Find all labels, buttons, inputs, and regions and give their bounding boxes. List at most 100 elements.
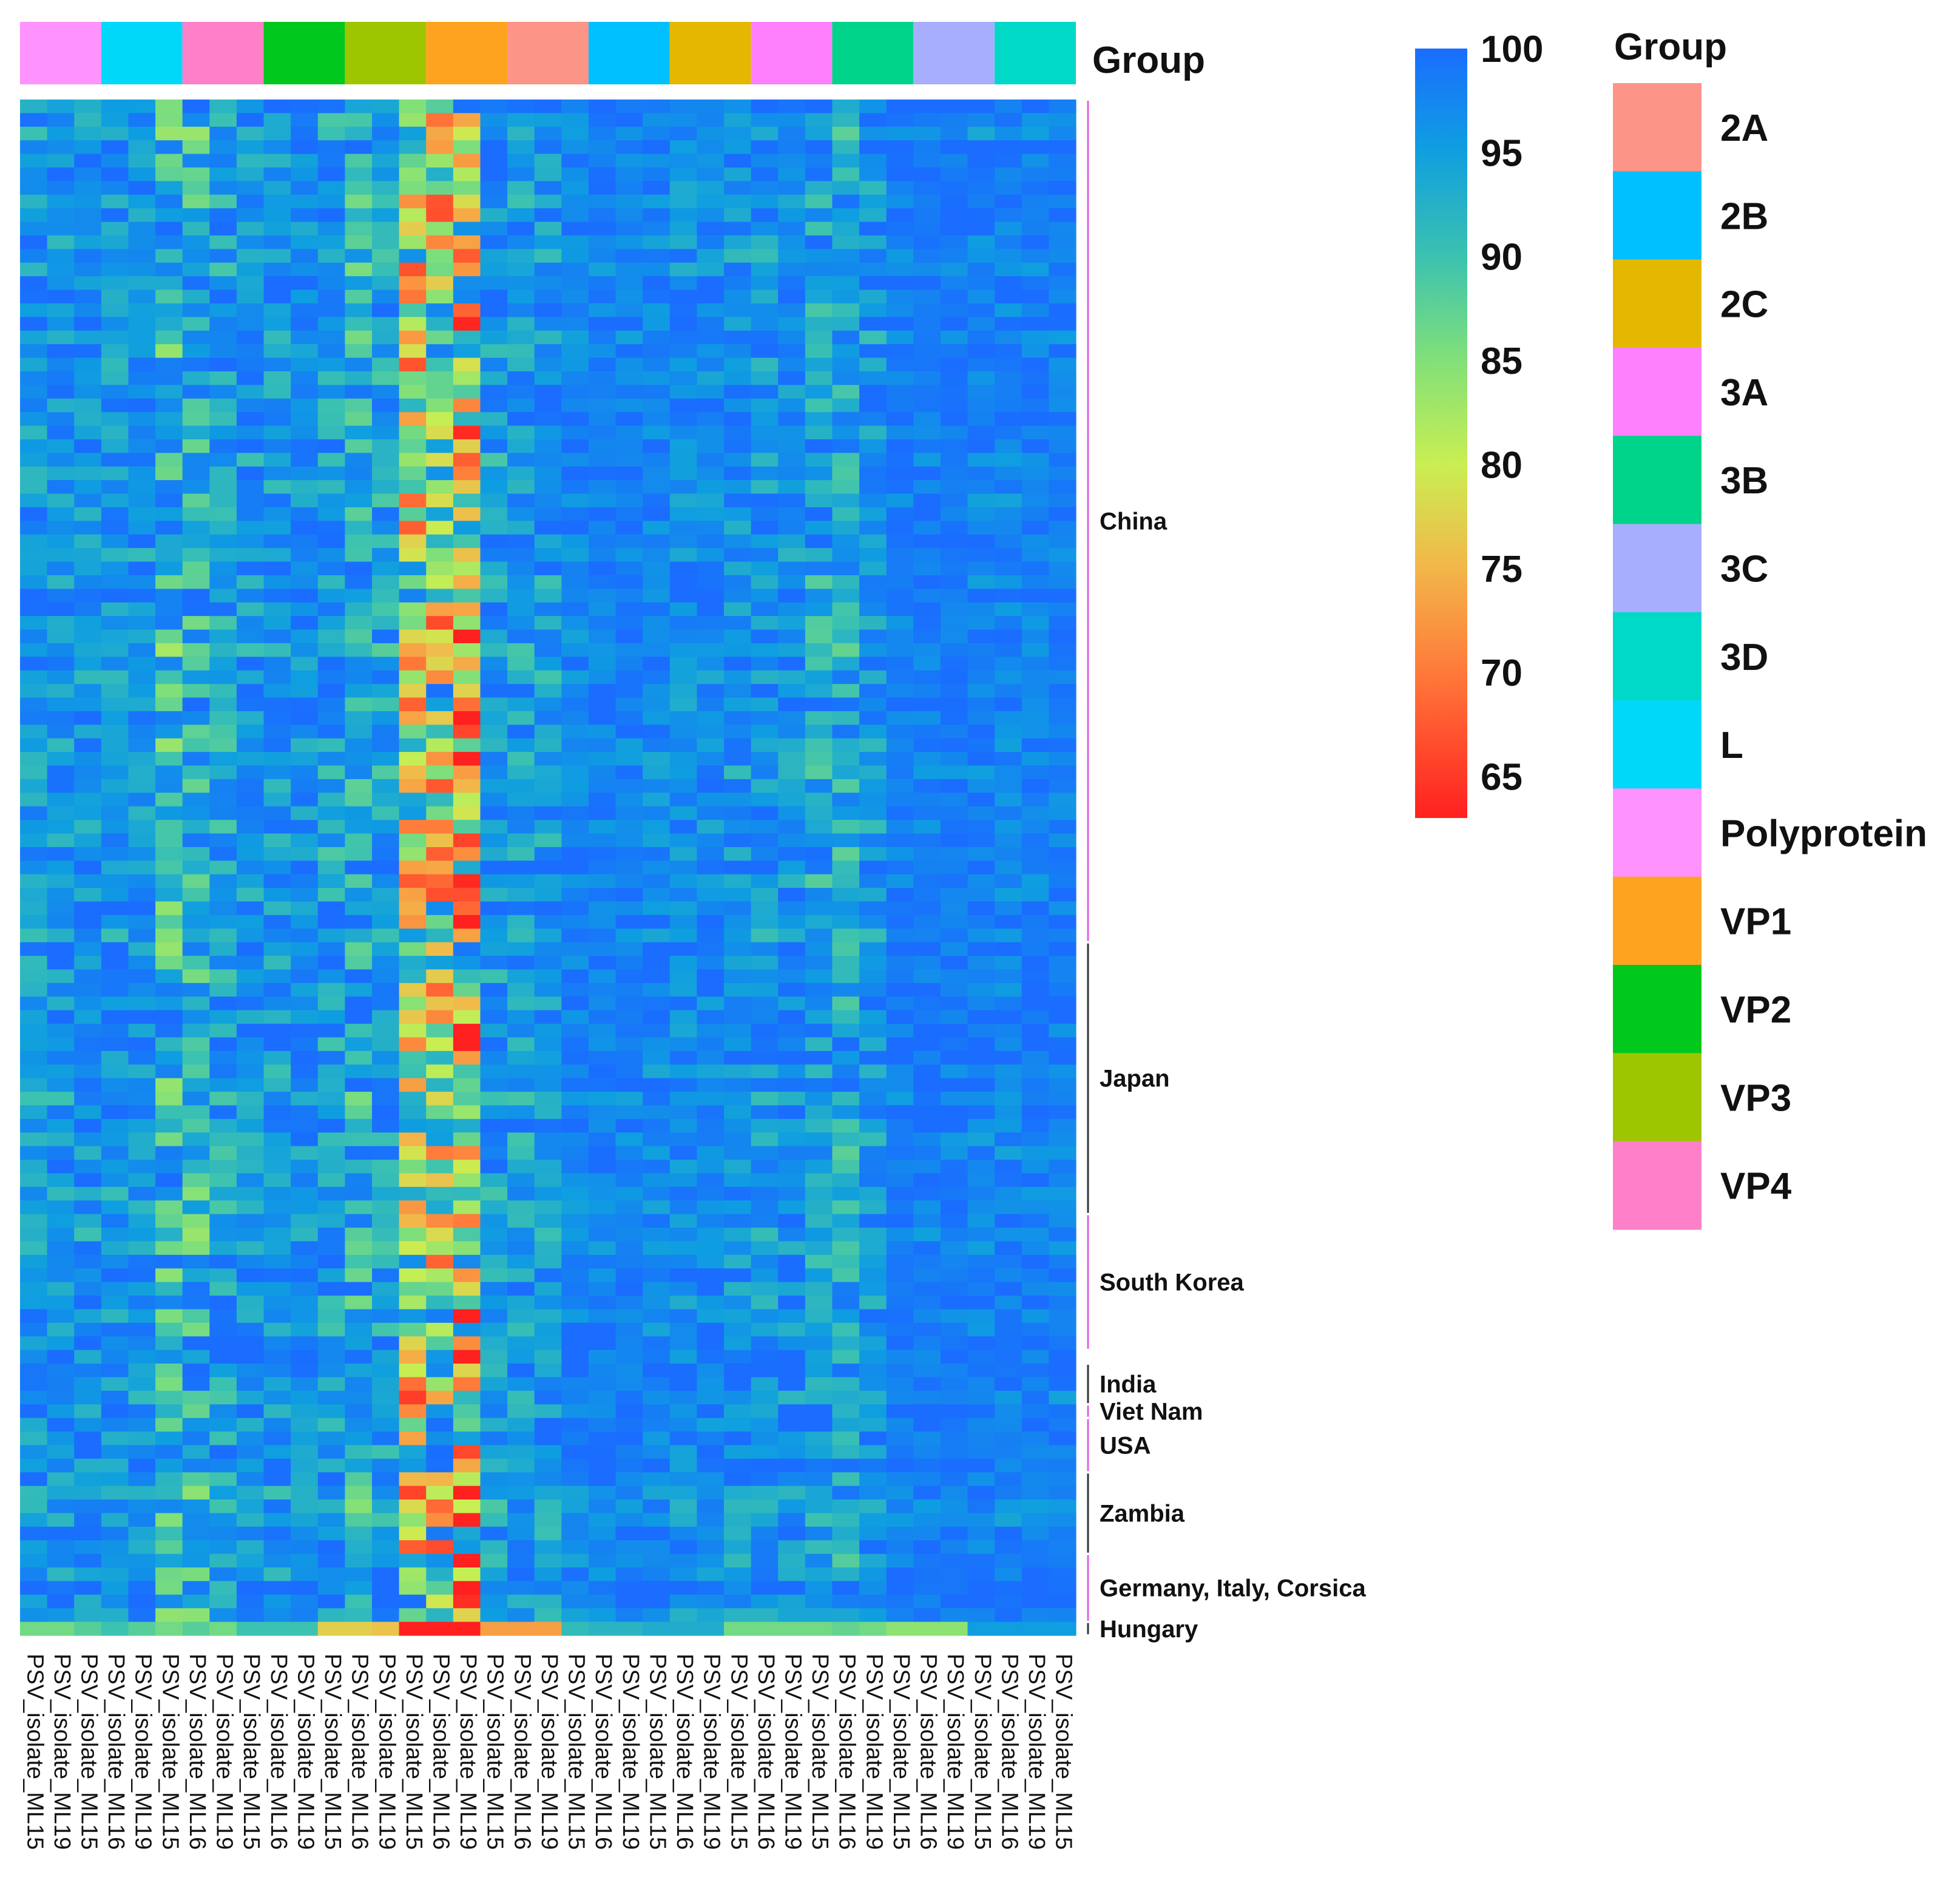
heatmap-cell <box>778 1594 806 1609</box>
heatmap-cell <box>859 357 887 372</box>
heatmap-cell <box>859 1608 887 1623</box>
heatmap-cell <box>588 548 617 563</box>
heatmap-cell <box>74 1445 102 1459</box>
heatmap-cell <box>209 100 237 113</box>
heatmap-cell <box>507 779 535 793</box>
heatmap-cell <box>805 330 833 345</box>
heatmap-cell <box>967 684 995 698</box>
heatmap-cell <box>155 1513 183 1527</box>
heatmap-cell <box>263 942 291 956</box>
heatmap-cell <box>886 643 914 657</box>
heatmap-cell <box>426 507 454 521</box>
heatmap-cell <box>1021 1540 1049 1555</box>
heatmap-cell <box>940 425 968 440</box>
heatmap-cell <box>561 1513 589 1527</box>
heatmap-cell <box>291 1621 319 1636</box>
heatmap-cell <box>1049 371 1076 385</box>
heatmap-cell <box>480 534 508 549</box>
heatmap-cell <box>345 1432 373 1446</box>
heatmap-cell <box>182 725 210 739</box>
heatmap-cell <box>426 616 454 631</box>
heatmap-cell <box>724 561 752 576</box>
heatmap-cell <box>128 1186 156 1201</box>
heatmap-cell <box>101 697 129 712</box>
heatmap-cell <box>263 833 291 848</box>
heatmap-cell <box>1049 820 1076 834</box>
heatmap-cell <box>480 1173 508 1188</box>
heatmap-cell <box>859 1364 887 1378</box>
heatmap-cell <box>913 996 941 1011</box>
heatmap-cell <box>291 1364 319 1378</box>
heatmap-cell <box>263 480 291 495</box>
heatmap-cell <box>263 928 291 943</box>
heatmap-cell <box>263 493 291 508</box>
heatmap-cell <box>615 167 643 181</box>
heatmap-cell <box>643 1160 671 1174</box>
heatmap-cell <box>832 1377 860 1391</box>
color-scale-tick: 100 <box>1481 29 1543 70</box>
heatmap-cell <box>507 820 535 834</box>
heatmap-cell <box>995 167 1022 181</box>
heatmap-cell <box>182 765 210 780</box>
heatmap-cell <box>724 793 752 807</box>
heatmap-cell <box>399 1390 427 1405</box>
heatmap-cell <box>507 262 535 277</box>
heatmap-cell <box>697 629 725 644</box>
heatmap-cell <box>101 344 129 359</box>
heatmap-cell <box>426 1050 454 1065</box>
heatmap-cell <box>643 480 671 495</box>
heatmap-cell <box>453 1567 481 1582</box>
heatmap-cell <box>47 371 75 385</box>
heatmap-cell <box>913 1105 941 1120</box>
heatmap-cell <box>913 1010 941 1024</box>
heatmap-cell <box>372 996 400 1011</box>
heatmap-cell <box>345 100 373 113</box>
heatmap-cell <box>724 996 752 1011</box>
heatmap-cell <box>209 1186 237 1201</box>
heatmap-cell <box>940 847 968 861</box>
heatmap-cell <box>155 1432 183 1446</box>
column-label: PSV_isolate_ML19 <box>292 1654 318 1850</box>
heatmap-cell <box>345 521 373 535</box>
heatmap-cell <box>615 725 643 739</box>
heatmap-cell <box>643 1132 671 1147</box>
heatmap-cell <box>534 1078 562 1092</box>
heatmap-cell <box>561 412 589 427</box>
heatmap-cell <box>778 493 806 508</box>
group-legend-label: 2C <box>1720 284 1768 326</box>
heatmap-cell <box>859 602 887 617</box>
heatmap-cell <box>940 1621 968 1636</box>
heatmap-cell <box>372 317 400 331</box>
heatmap-cell <box>426 1064 454 1079</box>
group-legend-swatch <box>1613 524 1701 613</box>
heatmap-cell <box>155 249 183 263</box>
heatmap-cell <box>182 1200 210 1215</box>
heatmap-cell <box>74 262 102 277</box>
heatmap-cell <box>20 534 48 549</box>
heatmap-cell <box>940 643 968 657</box>
heatmap-cell <box>995 344 1022 359</box>
heatmap-cell <box>74 616 102 631</box>
heatmap-cell <box>724 235 752 249</box>
heatmap-cell <box>263 1350 291 1364</box>
heatmap-cell <box>995 262 1022 277</box>
heatmap-cell <box>643 113 671 127</box>
heatmap-cell <box>886 561 914 576</box>
heatmap-cell <box>805 1486 833 1500</box>
heatmap-cell <box>1021 357 1049 372</box>
heatmap-cell <box>832 616 860 631</box>
heatmap-cell <box>724 1377 752 1391</box>
heatmap-cell <box>20 833 48 848</box>
heatmap-cell <box>913 1254 941 1269</box>
heatmap-cell <box>20 1553 48 1568</box>
heatmap-cell <box>399 317 427 331</box>
heatmap-cell <box>832 344 860 359</box>
heatmap-cell <box>453 1092 481 1106</box>
heatmap-cell <box>74 371 102 385</box>
heatmap-cell <box>886 697 914 712</box>
heatmap-cell <box>859 1377 887 1391</box>
heatmap-cell <box>128 1472 156 1487</box>
heatmap-cell <box>480 915 508 929</box>
heatmap-cell <box>263 167 291 181</box>
heatmap-cell <box>940 249 968 263</box>
